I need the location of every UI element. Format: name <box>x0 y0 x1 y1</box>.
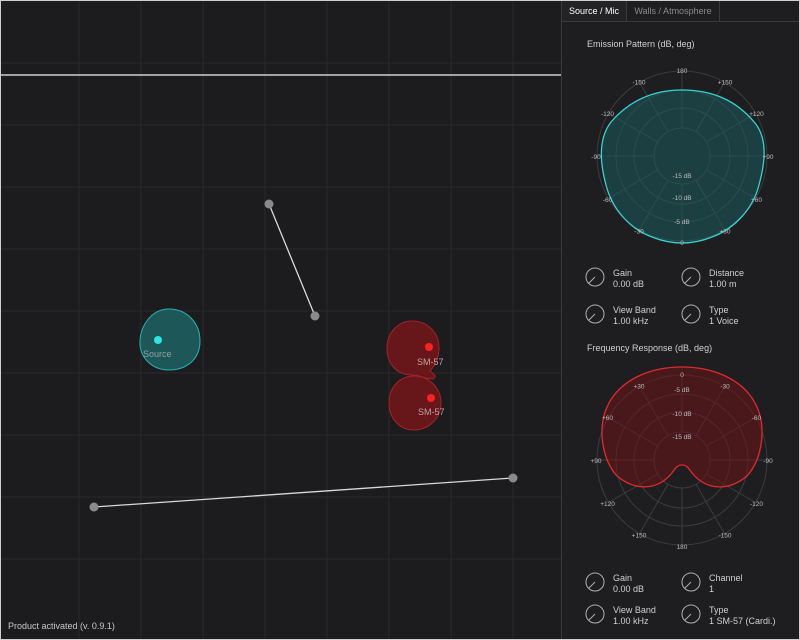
polar-db-label: -5 dB <box>674 387 690 394</box>
polar-db-label: -10 dB <box>672 411 691 418</box>
mic-dot[interactable] <box>427 394 435 402</box>
mic-gain-value: 0.00 dB <box>613 584 645 594</box>
frequency-response-shape <box>601 366 763 488</box>
polar-db-label: -15 dB <box>672 173 691 180</box>
mic-view-band-value: 1.00 kHz <box>613 616 649 626</box>
tab-source-mic[interactable]: Source / Mic <box>562 1 627 21</box>
polar-angle-label: +120 <box>600 501 615 508</box>
view-band-knob[interactable] <box>585 304 605 324</box>
mic-label: SM-57 <box>417 357 444 367</box>
mic-type-label: Type <box>709 605 729 615</box>
mic-type-value: 1 SM-57 (Cardi.) <box>709 616 776 626</box>
type-value: 1 Voice <box>709 316 739 326</box>
source-dot[interactable] <box>154 336 162 344</box>
channel-knob[interactable] <box>681 572 701 592</box>
emission-pattern-shape <box>600 89 765 244</box>
polar-angle-label: -60 <box>752 415 762 422</box>
tab-bar: Source / Mic Walls / Atmosphere <box>562 1 799 22</box>
polar-angle-label: +90 <box>590 458 601 465</box>
polar-angle-label: +120 <box>749 111 764 118</box>
polar-angle-label: +150 <box>632 532 647 539</box>
wall-handle[interactable] <box>264 199 274 209</box>
mic-gain-label: Gain <box>613 573 633 583</box>
polar-angle-label: -150 <box>632 80 645 87</box>
room-canvas-svg[interactable]: Source SM-57 SM-57 <box>1 1 561 639</box>
gain-label: Gain <box>613 268 633 278</box>
polar-angle-label: 0 <box>680 372 684 379</box>
polar-angle-label: -150 <box>718 532 731 539</box>
view-band-label: View Band <box>613 305 656 315</box>
type-knob[interactable] <box>681 304 701 324</box>
wall-segment-1[interactable] <box>264 199 320 321</box>
type-label: Type <box>709 305 729 315</box>
polar-angle-label: -90 <box>763 458 773 465</box>
polar-angle-label: 180 <box>677 544 688 551</box>
polar-angle-label: +90 <box>762 154 773 161</box>
mic-node-2[interactable]: SM-57 <box>388 375 445 431</box>
emission-title: Emission Pattern (dB, deg) <box>587 39 695 49</box>
distance-value: 1.00 m <box>709 279 737 289</box>
polar-angle-label: +30 <box>719 228 730 235</box>
source-label: Source <box>143 349 172 359</box>
gain-knob[interactable] <box>585 267 605 287</box>
properties-panel: Source / Mic Walls / Atmosphere Emission… <box>561 1 799 639</box>
gain-value: 0.00 dB <box>613 279 645 289</box>
wall-handle[interactable] <box>508 473 518 483</box>
polar-db-label: -10 dB <box>672 195 691 202</box>
distance-knob[interactable] <box>681 267 701 287</box>
channel-label: Channel <box>709 573 743 583</box>
distance-label: Distance <box>709 268 745 278</box>
polar-db-label: -15 dB <box>672 434 691 441</box>
polar-angle-label: +150 <box>718 80 733 87</box>
polar-angle-label: -30 <box>634 228 644 235</box>
polar-angle-label: +60 <box>602 415 613 422</box>
mic-view-band-label: View Band <box>613 605 656 615</box>
polar-angle-label: -120 <box>750 501 763 508</box>
polar-angle-label: +30 <box>633 384 644 391</box>
polar-angle-label: -60 <box>603 197 613 204</box>
polar-angle-label: -30 <box>720 384 730 391</box>
polar-angle-label: 180 <box>677 68 688 75</box>
wall-handle[interactable] <box>310 311 320 321</box>
wall-segment-2[interactable] <box>89 473 518 512</box>
mic-node-1[interactable]: SM-57 <box>386 320 444 380</box>
frequency-title: Frequency Response (dB, deg) <box>587 343 713 353</box>
tab-walls-atmosphere[interactable]: Walls / Atmosphere <box>627 1 720 21</box>
mic-view-band-knob[interactable] <box>585 604 605 624</box>
polar-angle-label: +60 <box>751 197 762 204</box>
mic-gain-knob[interactable] <box>585 572 605 592</box>
polar-db-label: -5 dB <box>674 219 690 226</box>
source-node[interactable]: Source <box>139 308 201 371</box>
mic-label: SM-57 <box>418 407 445 417</box>
emission-polar-plot: 180 +150 +120 +90 +60 +30 0 -30 -60 -90 -120 -150 -1… <box>587 59 777 260</box>
status-text: Product activated (v. 0.9.1) <box>8 621 115 631</box>
polar-angle-label: -120 <box>601 111 614 118</box>
polar-angle-label: -90 <box>591 154 601 161</box>
room-canvas[interactable]: Source SM-57 SM-57 Product activated (v.… <box>1 1 561 639</box>
view-band-value: 1.00 kHz <box>613 316 649 326</box>
frequency-polar-plot: 0 -30 -60 -90 -120 -150 180 +150 +120 +90 +60 +30 -5… <box>587 363 777 564</box>
polar-angle-label: 0 <box>680 240 684 247</box>
channel-value: 1 <box>709 584 715 594</box>
wall-handle[interactable] <box>89 502 99 512</box>
mic-type-knob[interactable] <box>681 604 701 624</box>
mic-dot[interactable] <box>425 343 433 351</box>
